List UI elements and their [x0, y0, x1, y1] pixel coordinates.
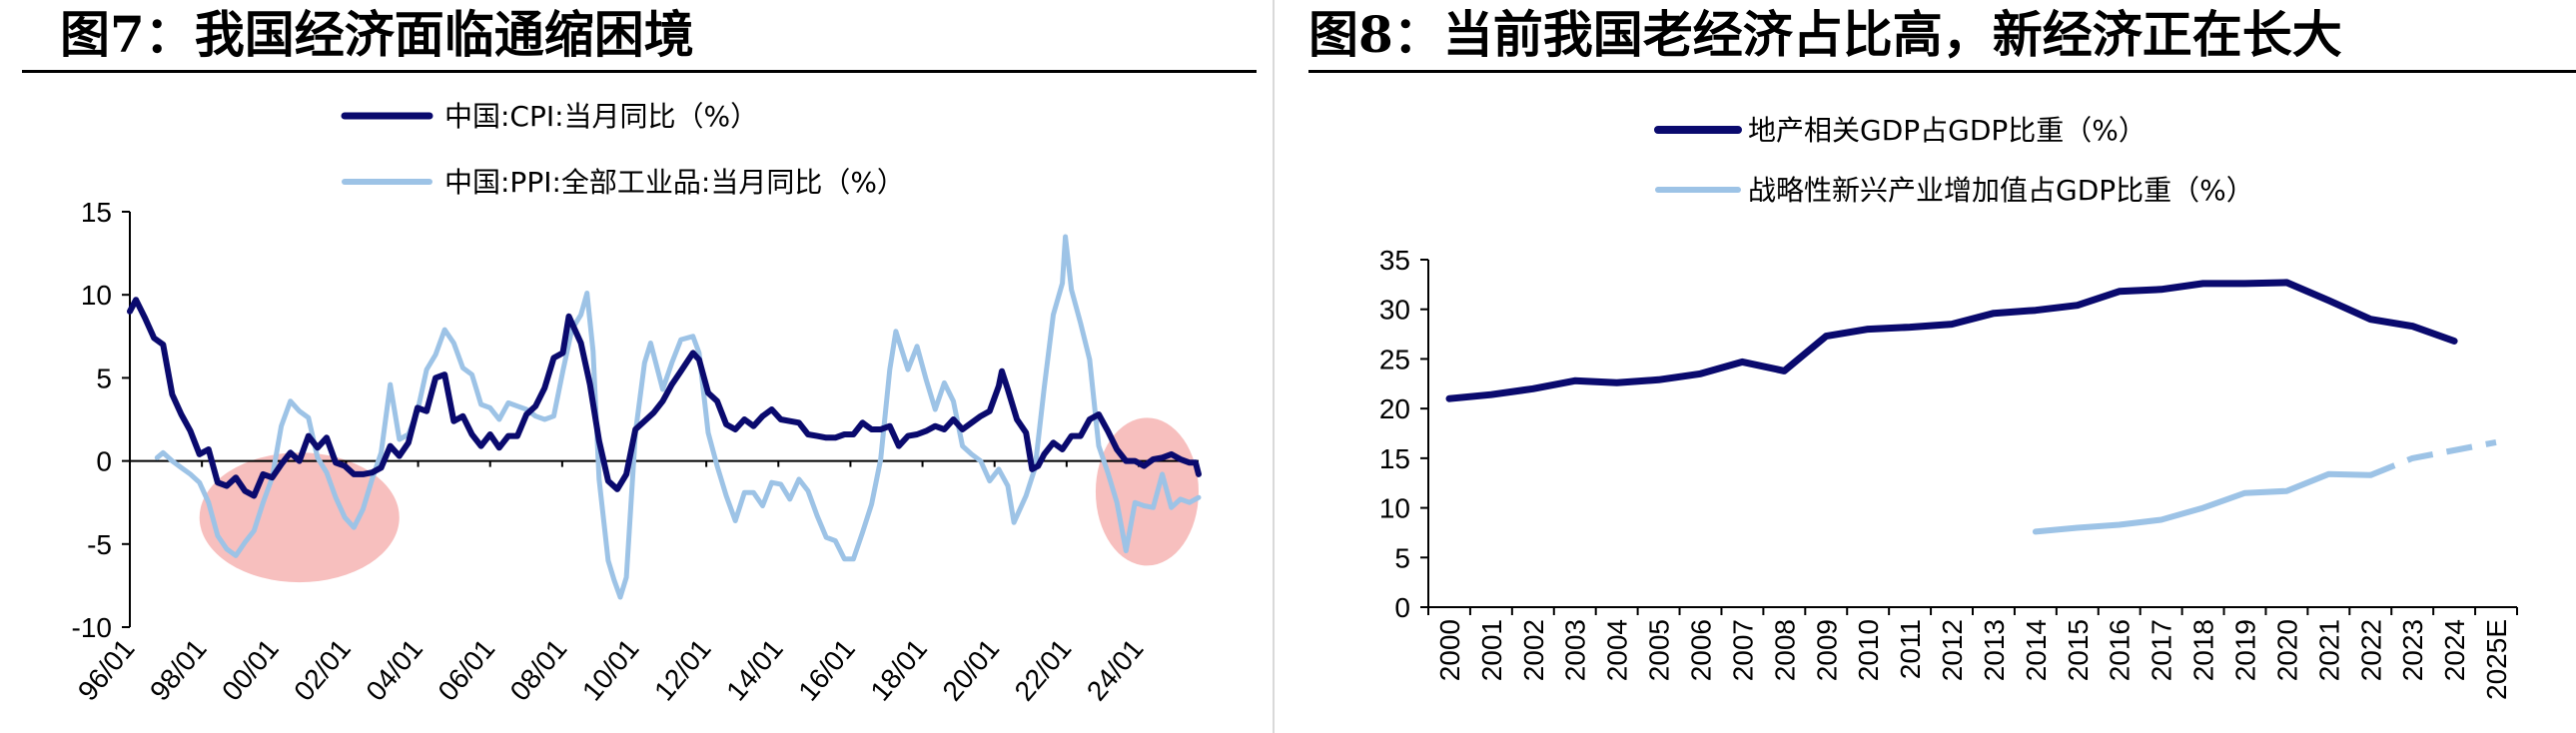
x-tick-label: 2011 [1895, 619, 1926, 679]
x-tick-label: 2012 [1937, 619, 1968, 681]
y-tick-label: 5 [96, 363, 112, 393]
x-tick-label: 2006 [1686, 619, 1717, 681]
cpi-ppi-line-chart: -10 -5 0 5 10 15 96/01 98/01 00/01 02/01 04/01 06/0… [72, 100, 1202, 707]
x-tick-label: 2021 [2313, 619, 2344, 681]
legend-emerging-label: 战略性新兴产业增加值占GDP比重（%） [1748, 174, 2254, 207]
x-tick-label: 2016 [2105, 619, 2136, 681]
y-tick-label: 15 [1379, 443, 1410, 474]
x-tick-label: 18/01 [864, 633, 933, 707]
y-tick-label: -5 [87, 529, 112, 560]
x-tick-label: 2015 [2063, 619, 2094, 681]
x-tick-label: 2001 [1476, 619, 1507, 681]
figure-7-panel: 图7：我国经济面临通缩困境 -10 -5 0 5 10 15 96/01 98/01 00/01… [0, 0, 1269, 733]
ppi-series-line [154, 234, 1202, 600]
x-tick-label: 2000 [1434, 619, 1465, 681]
y-tick-label: 0 [1394, 592, 1410, 623]
x-tick-label: 98/01 [144, 633, 213, 707]
x-tick-label: 2020 [2271, 619, 2302, 681]
y-tick-label: 0 [96, 446, 112, 477]
x-tick-label: 2024 [2439, 619, 2470, 681]
emerging-industry-forecast-line [2369, 438, 2497, 478]
x-tick-label: 96/01 [72, 633, 141, 707]
y-tick-label: -10 [72, 612, 112, 643]
legend-ppi-label: 中国:PPI:全部工业品:当月同比（%） [444, 166, 905, 199]
x-tick-label: 2023 [2397, 619, 2428, 681]
x-tick-label: 04/01 [360, 633, 429, 707]
x-tick-label: 2004 [1602, 619, 1633, 681]
x-tick-label: 12/01 [648, 633, 717, 707]
x-tick-label: 2009 [1811, 619, 1842, 681]
x-tick-label: 2025E [2481, 619, 2512, 700]
x-tick-label: 2014 [2021, 619, 2052, 681]
y-tick-label: 15 [81, 197, 112, 228]
y-tick-label: 20 [1379, 393, 1410, 424]
x-tick-label: 02/01 [288, 633, 357, 707]
x-tick-label: 2005 [1644, 619, 1675, 681]
x-tick-label: 2017 [2147, 619, 2177, 681]
x-tick-label: 10/01 [576, 633, 645, 707]
figure-7-title: 图7：我国经济面临通缩困境 [60, 5, 694, 64]
cpi-series-line [127, 297, 1202, 499]
figure-8-panel: 图8：当前我国老经济占比高，新经济正在长大 0 5 10 15 20 25 30 35 2000… [1288, 0, 2576, 733]
x-tick-label: 2010 [1853, 619, 1884, 681]
x-tick-label: 2002 [1518, 619, 1549, 681]
x-tick-label: 06/01 [432, 633, 501, 707]
x-tick-label: 2022 [2355, 619, 2386, 681]
x-tick-label: 14/01 [720, 633, 789, 707]
legend-real-estate-label: 地产相关GDP占GDP比重（%） [1748, 114, 2147, 147]
x-tick-label: 2019 [2230, 619, 2261, 681]
figure-8-title: 图8：当前我国老经济占比高，新经济正在长大 [1308, 5, 2342, 64]
y-tick-label: 5 [1394, 542, 1410, 573]
x-tick-label: 08/01 [504, 633, 573, 707]
y-tick-label: 30 [1379, 295, 1410, 326]
y-tick-label: 35 [1379, 245, 1410, 276]
x-tick-label: 20/01 [937, 633, 1006, 707]
y-tick-label: 10 [81, 280, 112, 311]
x-tick-label: 16/01 [792, 633, 861, 707]
x-tick-label: 2003 [1560, 619, 1591, 681]
x-tick-label: 00/01 [216, 633, 285, 707]
x-tick-label: 2013 [1979, 619, 2010, 681]
real-estate-gdp-share-line [1445, 279, 2458, 402]
x-tick-label: 2007 [1727, 619, 1758, 681]
gdp-share-line-chart: 0 5 10 15 20 25 30 35 2000 2001 2002 2003 2004 2005 20… [1379, 114, 2518, 700]
x-tick-label: 2008 [1769, 619, 1800, 681]
x-tick-label: 22/01 [1009, 633, 1078, 707]
panel-separator [1273, 0, 1275, 733]
x-tick-label: 24/01 [1081, 633, 1150, 707]
figure-8-title-rule [1308, 70, 2576, 73]
figure-7-title-rule [22, 70, 1257, 73]
deflation-highlight-ellipse [199, 452, 400, 583]
y-tick-label: 10 [1379, 493, 1410, 524]
x-tick-label: 2018 [2188, 619, 2219, 681]
y-tick-label: 25 [1379, 344, 1410, 374]
legend-cpi-label: 中国:CPI:当月同比（%） [444, 100, 758, 133]
emerging-industry-share-line [2032, 470, 2374, 535]
